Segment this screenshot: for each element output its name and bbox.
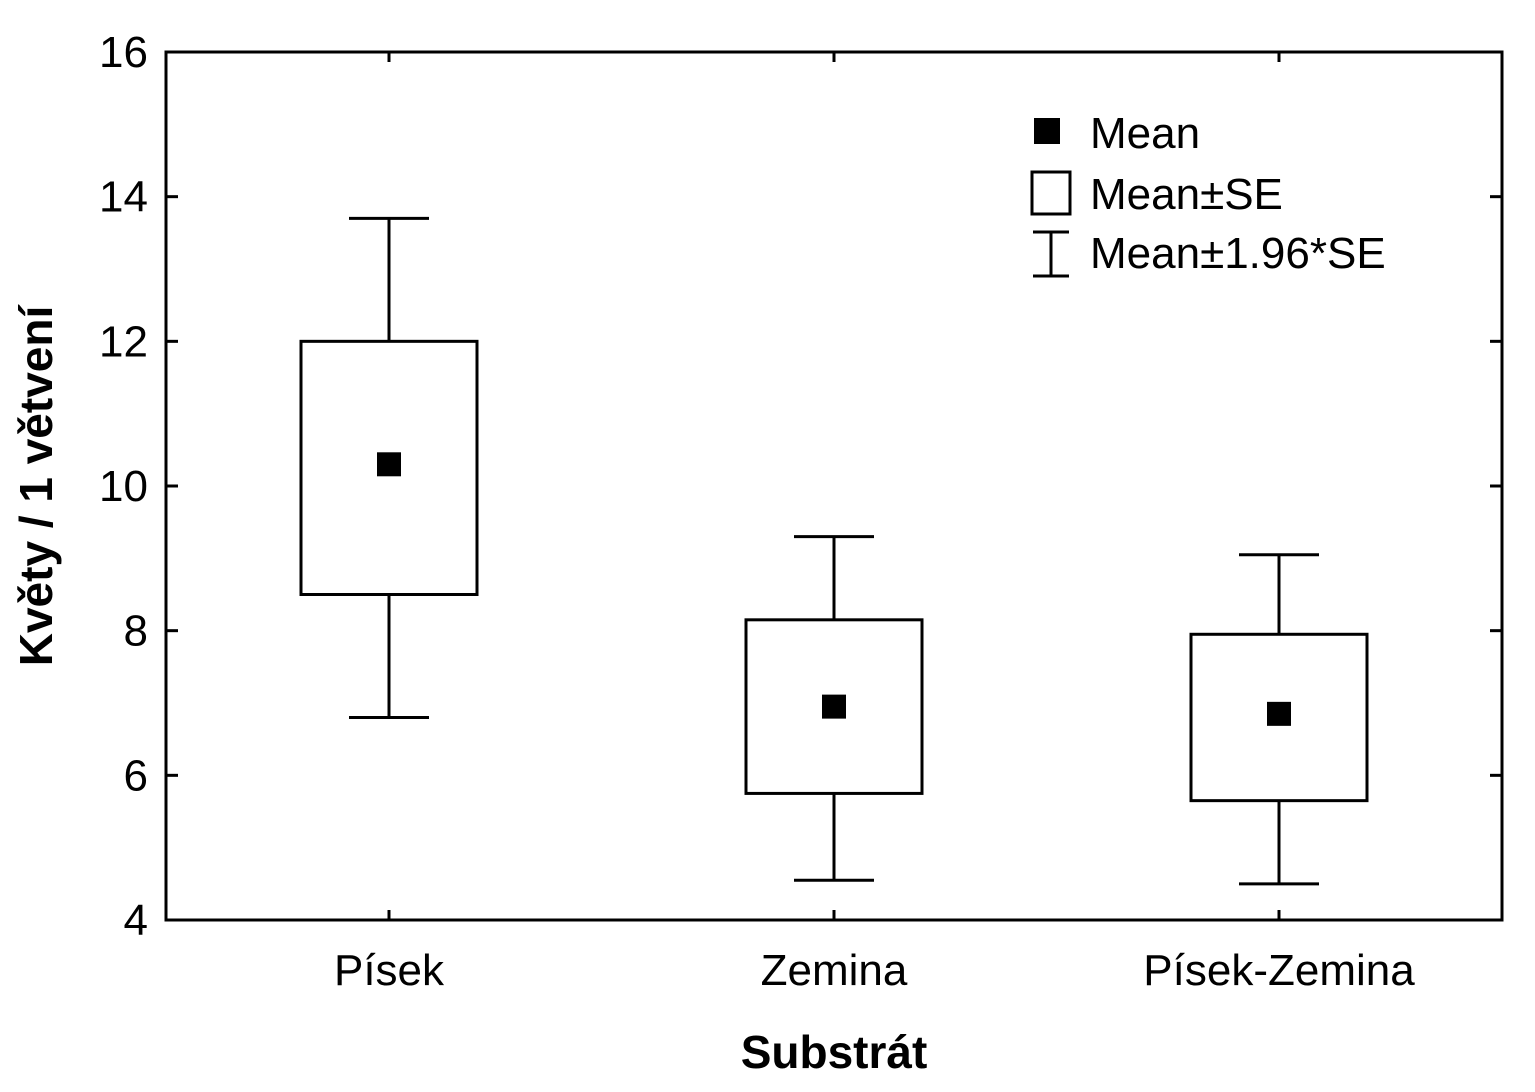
box-group xyxy=(744,535,924,882)
legend-se-box xyxy=(1030,170,1072,216)
y-tick-label: 12 xyxy=(99,317,148,366)
y-tick-label: 10 xyxy=(99,462,148,511)
legend-ci-whisker xyxy=(1033,230,1069,278)
mean-marker xyxy=(1267,701,1291,726)
y-tick-label: 4 xyxy=(124,896,148,945)
y-tick-label: 8 xyxy=(124,607,148,656)
x-axis: Písek Zemina Písek-Zemina xyxy=(334,52,1415,995)
x-axis-title: Substrát xyxy=(741,1026,928,1078)
legend-ci-label: Mean±1.96*SE xyxy=(1090,229,1386,278)
x-tick-label: Zemina xyxy=(761,946,908,995)
legend-mean-label: Mean xyxy=(1090,109,1200,158)
y-axis-title: Květy / 1 větvení xyxy=(10,304,62,667)
y-tick-label: 6 xyxy=(124,751,148,800)
legend-mean-marker xyxy=(1034,118,1060,144)
x-tick-label: Písek xyxy=(334,946,445,995)
mean-marker xyxy=(822,694,846,719)
y-tick-label: 14 xyxy=(99,173,148,222)
box-group xyxy=(1189,553,1369,886)
x-tick-label: Písek-Zemina xyxy=(1143,946,1415,995)
y-tick-label: 16 xyxy=(99,28,148,77)
mean-marker xyxy=(377,452,401,477)
box-group xyxy=(299,216,479,719)
y-axis: 4 6 8 10 12 14 16 xyxy=(99,28,1502,945)
box-series xyxy=(299,216,1369,886)
legend-se-label: Mean±SE xyxy=(1090,170,1283,219)
legend: Mean Mean±SE Mean±1.96*SE xyxy=(1030,109,1386,278)
